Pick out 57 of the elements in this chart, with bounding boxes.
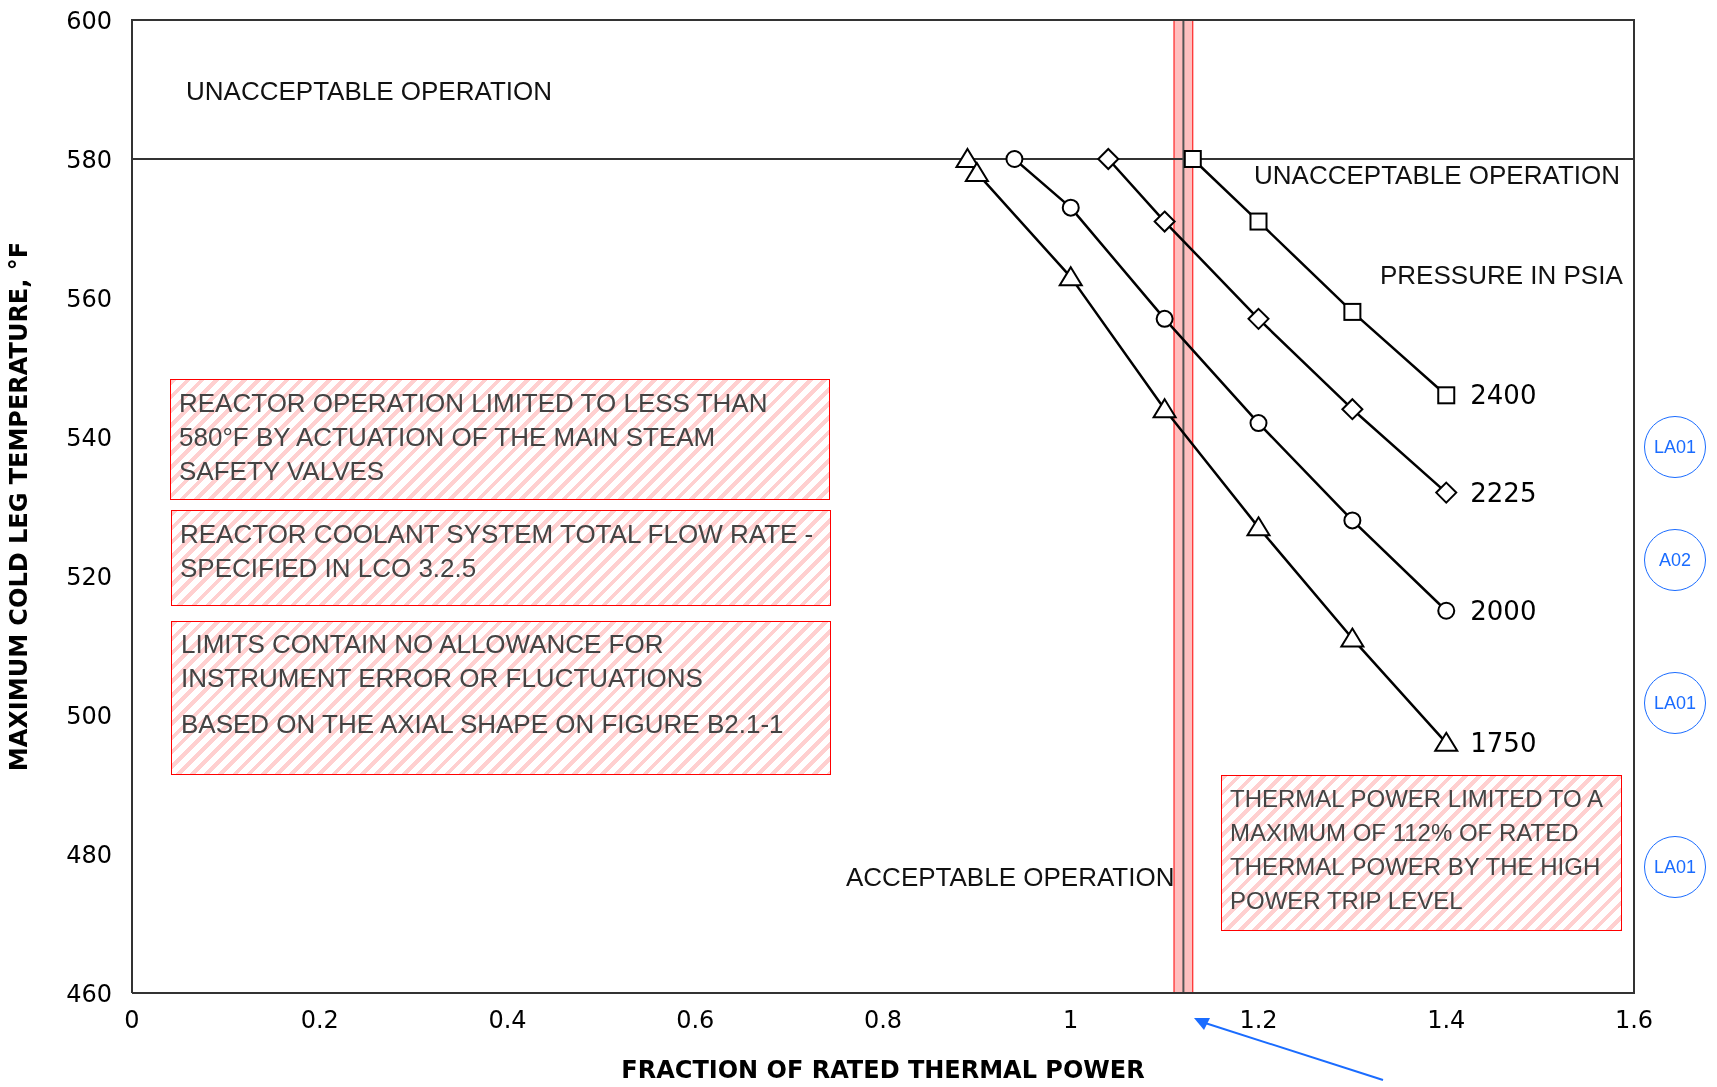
x-tick-label: 1.4 (1427, 1006, 1466, 1035)
annotation: ACCEPTABLE OPERATION (846, 861, 1176, 894)
y-tick-label: 560 (66, 284, 112, 313)
x-tick-label: 0.4 (488, 1006, 527, 1035)
point (1249, 414, 1268, 433)
point (1434, 731, 1459, 752)
point (1061, 198, 1080, 217)
text: LA01 (1644, 416, 1706, 478)
point (964, 161, 989, 182)
point (1097, 148, 1120, 170)
text: LA01 (1644, 836, 1706, 898)
point (1247, 307, 1270, 330)
annotation: PRESSURE IN PSIA (1380, 259, 1624, 292)
x-tick-label: 0 (124, 1006, 140, 1035)
series-label: 2000 (1470, 595, 1537, 626)
point (1152, 398, 1177, 419)
y-axis-title: MAXIMUM COLD LEG TEMPERATURE, °F (4, 241, 33, 772)
point (1005, 150, 1024, 168)
annotation: BASED ON THE AXIAL SHAPE ON FIGURE B2.1-1 (180, 708, 785, 741)
y-tick-label: 520 (66, 562, 112, 591)
y-tick-label: 540 (66, 423, 112, 452)
annotation: REACTOR COOLANT SYSTEM TOTAL FLOW RATE - SPECIFIED IN LCO 3.2.5 (171, 510, 831, 606)
x-tick-label: 0.2 (300, 1006, 339, 1035)
point (1437, 601, 1456, 620)
point (1246, 516, 1271, 537)
point (1343, 511, 1362, 530)
series-label: 1750 (1470, 727, 1537, 758)
x-tick-label: 1.2 (1239, 1006, 1278, 1035)
x-tick-label: 1 (1063, 1006, 1079, 1035)
y-tick-label: 480 (66, 840, 112, 869)
point (1183, 150, 1202, 168)
text: A02 (1644, 529, 1706, 591)
annotation: UNACCEPTABLE OPERATION (186, 75, 553, 108)
point (1340, 627, 1365, 648)
point (1249, 212, 1268, 231)
point (1155, 309, 1174, 328)
x-tick-label: 0.8 (863, 1006, 903, 1035)
y-tick-label: 580 (66, 145, 112, 174)
point (1435, 481, 1458, 504)
y-tick-label: 500 (66, 701, 112, 730)
annotation: THERMAL POWER LIMITED TO A MAXIMUM OF 112% OF RATED THERMAL POWER BY THE HIGH POWER TRIP LEVEL (1221, 775, 1622, 931)
y-tick-label: 600 (66, 6, 112, 35)
x-tick-label: 0.6 (676, 1006, 715, 1035)
y-tick-label: 460 (66, 979, 112, 1008)
series-label: 2400 (1470, 380, 1537, 411)
series-label: 2225 (1470, 477, 1537, 508)
point (1343, 302, 1362, 321)
point (1437, 386, 1456, 405)
annotation: REACTOR OPERATION LIMITED TO LESS THAN 580°F BY ACTUATION OF THE MAIN STEAM SAFETY VALVES (170, 379, 830, 500)
annotation: UNACCEPTABLE OPERATION (1254, 159, 1621, 192)
point (1058, 266, 1083, 287)
x-tick-label: 1.6 (1614, 1006, 1654, 1035)
text: LA01 (1644, 672, 1706, 734)
point (1153, 210, 1176, 233)
point (1341, 398, 1364, 421)
annotation: LIMITS CONTAIN NO ALLOWANCE FOR INSTRUMENT ERROR OR FLUCTUATIONS (180, 628, 704, 695)
x-axis-title: FRACTION OF RATED THERMAL POWER (621, 1056, 1145, 1084)
